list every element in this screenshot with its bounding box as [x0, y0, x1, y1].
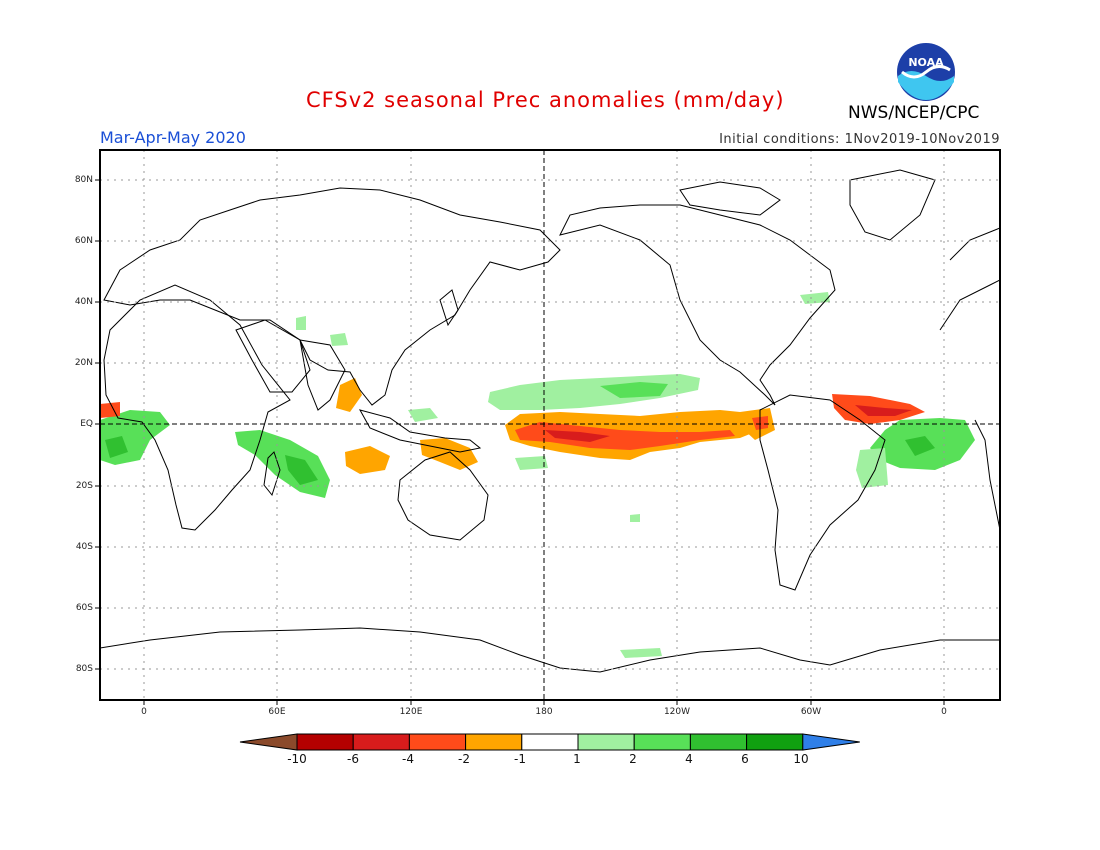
organization-label: NWS/NCEP/CPC	[848, 103, 980, 123]
dry-anomaly-east-indian-ocean	[345, 446, 390, 474]
coastline-south-america	[759, 394, 886, 591]
lon-label-60e: 60E	[268, 707, 286, 717]
initial-conditions-label: Initial conditions: 1Nov2019-10Nov2019	[719, 132, 1000, 147]
dry-anomaly-west-africa	[100, 402, 120, 418]
wet-anomaly-north-pacific-core	[600, 382, 668, 398]
colorbar-label-1: 1	[573, 752, 581, 766]
lat-label-20n: 20N	[74, 358, 93, 368]
coastline-indonesia	[358, 409, 482, 453]
colorbar-label-4: 4	[685, 752, 693, 766]
lat-label-80n: 80N	[74, 175, 93, 185]
lat-label-40s: 40S	[75, 542, 93, 552]
lat-label-40n: 40N	[74, 297, 93, 307]
colorbar-label-neg6: -6	[347, 752, 359, 766]
colorbar-cell	[746, 733, 804, 751]
lat-label-60n: 60N	[74, 236, 93, 246]
colorbar-cell	[296, 733, 354, 751]
map-content	[100, 150, 1000, 700]
lon-label-120e: 120E	[399, 707, 423, 717]
colorbar-label-6: 6	[741, 752, 749, 766]
colorbar-label-neg10: -10	[287, 752, 307, 766]
coastline-antarctica	[100, 627, 1000, 673]
graticule	[100, 150, 1000, 700]
colorbar-cell	[352, 733, 410, 751]
lat-label-eq: EQ	[80, 419, 93, 429]
colorbar-label-10: 10	[793, 752, 809, 766]
map-title: CFSv2 seasonal Prec anomalies (mm/day)	[306, 88, 785, 112]
reference-lines	[100, 150, 1000, 700]
season-label: Mar-Apr-May 2020	[100, 128, 246, 147]
logo-text: NOAA	[908, 56, 944, 69]
colorbar-cell	[465, 733, 523, 751]
coastline-arabia	[235, 319, 311, 393]
colorbar-extend-high	[802, 733, 860, 751]
dry-anomaly-equatorial-pacific-core	[545, 430, 610, 442]
dry-anomaly-maritime-continent	[420, 438, 478, 470]
colorbar-cell	[408, 733, 467, 751]
noaa-logo: NOAA	[896, 42, 956, 102]
dry-anomaly-equatorial-pacific-mid	[515, 422, 735, 450]
lon-label-120w: 120W	[663, 707, 691, 717]
dry-anomaly-bay-of-bengal	[336, 378, 362, 412]
colorbar-label-neg1: -1	[514, 752, 526, 766]
lon-label-0-east: 0	[941, 707, 947, 717]
coastline-eurasia	[103, 187, 561, 406]
lat-label-20s: 20S	[75, 481, 93, 491]
colorbar-cell	[689, 733, 748, 751]
axis-ticks	[95, 179, 945, 705]
coastline-africa	[103, 284, 291, 531]
colorbar-cell	[577, 733, 635, 751]
coastline-india	[299, 339, 346, 411]
colorbar-label-2: 2	[629, 752, 637, 766]
coastline-japan	[439, 289, 459, 327]
coastlines	[100, 169, 1000, 673]
lon-label-0-west: 0	[141, 707, 147, 717]
colorbar-label-neg2: -2	[458, 752, 470, 766]
colorbar-cell	[521, 733, 579, 751]
colorbar-extend-low	[239, 733, 298, 751]
coastline-africa-east	[939, 279, 1000, 331]
colorbar-cell	[633, 733, 691, 751]
map-frame	[99, 149, 1001, 701]
lon-label-180: 180	[535, 707, 553, 717]
coastline-madagascar	[263, 451, 281, 497]
lat-label-60s: 60S	[75, 603, 93, 613]
lat-label-80s: 80S	[75, 664, 93, 674]
wet-anomaly-brazil-coast	[856, 448, 888, 488]
lon-label-60w: 60W	[800, 707, 822, 717]
colorbar-label-neg4: -4	[402, 752, 414, 766]
coastline-australia	[397, 451, 489, 541]
coastline-north-america	[559, 204, 836, 406]
coastline-greenland	[849, 169, 936, 241]
